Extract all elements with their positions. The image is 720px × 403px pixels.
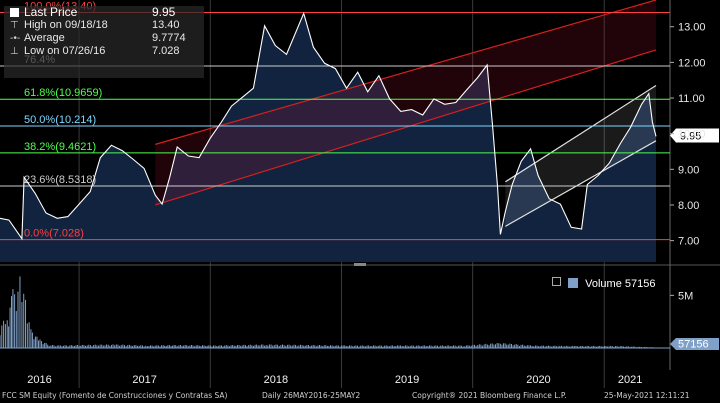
footer-bar: FCC SM Equity (Fomento de Construcciones… bbox=[0, 389, 720, 403]
price-tick-label-7.00: 7.00 bbox=[678, 236, 699, 248]
price-tick-label-9.00: 9.00 bbox=[678, 164, 699, 176]
trend-channel-band bbox=[505, 85, 656, 227]
price-area-fill bbox=[0, 13, 656, 263]
fib-level-label-4: 61.8%(10.9659) bbox=[24, 87, 102, 99]
legend-average-label: Average bbox=[24, 32, 65, 44]
x-tick-label-2018: 2018 bbox=[264, 374, 288, 386]
x-tick-label-2021: 2021 bbox=[618, 374, 642, 386]
footer-period: Daily 26MAY2016-25MAY2 bbox=[262, 391, 361, 400]
last-price-tag-label: 9.95 bbox=[680, 130, 701, 142]
fib-level-label-3: 50.0%(10.214) bbox=[24, 114, 96, 126]
price-tick-label-8.00: 8.00 bbox=[678, 200, 699, 212]
x-tick-label-2019: 2019 bbox=[395, 374, 419, 386]
fib-level-label-0: 0.0%(7.028) bbox=[24, 228, 84, 240]
volume-legend-label: Volume bbox=[585, 278, 622, 290]
x-tick-label-2017: 2017 bbox=[132, 374, 156, 386]
price-line bbox=[0, 11, 657, 241]
volume-swatch bbox=[568, 278, 579, 288]
footer-timestamp: 25-May-2021 12:11:21 bbox=[604, 391, 690, 400]
x-tick-label-2016: 2016 bbox=[27, 374, 51, 386]
footer-security: FCC SM Equity (Fomento de Construcciones… bbox=[2, 391, 228, 400]
regression-channel-band bbox=[155, 0, 656, 205]
volume-legend-value: 57156 bbox=[624, 278, 656, 290]
panel-resize-handle bbox=[354, 263, 366, 266]
fib-level-label-2: 38.2%(9.4621) bbox=[24, 141, 96, 153]
legend-low-label: Low on 07/26/16 bbox=[24, 45, 106, 57]
legend-average-row: -•- Average 9.7774 bbox=[4, 32, 204, 45]
volume-last-tag bbox=[670, 338, 719, 350]
legend-low-value: 7.028 bbox=[152, 45, 180, 57]
legend-last-price-row: Last Price 9.95 bbox=[4, 6, 204, 19]
legend-high-row: ⊤ High on 09/18/18 13.40 bbox=[4, 19, 204, 32]
price-tick-label-12.00: 12.00 bbox=[678, 57, 706, 69]
legend-last-price-value: 9.95 bbox=[152, 5, 176, 19]
trend-channel-lower-line bbox=[505, 140, 657, 227]
price-tick-label-13.00: 13.00 bbox=[678, 22, 706, 34]
volume-tick-label-5M: 5M bbox=[678, 290, 693, 302]
high-marker-icon: ⊤ bbox=[10, 20, 19, 31]
trend-channel-upper-line bbox=[505, 85, 657, 183]
legend-high-label: High on 09/18/18 bbox=[24, 19, 108, 31]
average-marker-icon: -•- bbox=[10, 33, 21, 44]
regression-channel-upper-line bbox=[155, 0, 657, 145]
fib-level-label-1: 23.6%(8.5318) bbox=[24, 174, 96, 186]
last-price-tag bbox=[670, 128, 719, 143]
x-tick-label-2020: 2020 bbox=[526, 374, 550, 386]
volume-last-tag-label: 57156 bbox=[678, 339, 709, 351]
legend-average-value: 9.7774 bbox=[152, 32, 186, 44]
legend-low-row: ⊥ Low on 07/26/16 7.028 bbox=[4, 45, 204, 58]
price-tick-label-10.00: 10.00 bbox=[678, 129, 706, 141]
last-price-swatch bbox=[10, 8, 19, 17]
price-tick-label-11.00: 11.00 bbox=[678, 93, 705, 105]
regression-channel-lower-line bbox=[155, 49, 657, 206]
footer-copyright: Copyright® 2021 Bloomberg Finance L.P. bbox=[412, 391, 567, 400]
low-marker-icon: ⊥ bbox=[10, 46, 19, 57]
legend-last-price-label: Last Price bbox=[24, 5, 78, 19]
legend-high-value: 13.40 bbox=[152, 19, 180, 31]
price-legend: Last Price 9.95 ⊤ High on 09/18/18 13.40… bbox=[4, 6, 204, 78]
volume-legend[interactable]: Volume 57156 bbox=[552, 277, 655, 290]
volume-toggle-checkbox-icon[interactable] bbox=[552, 277, 561, 286]
